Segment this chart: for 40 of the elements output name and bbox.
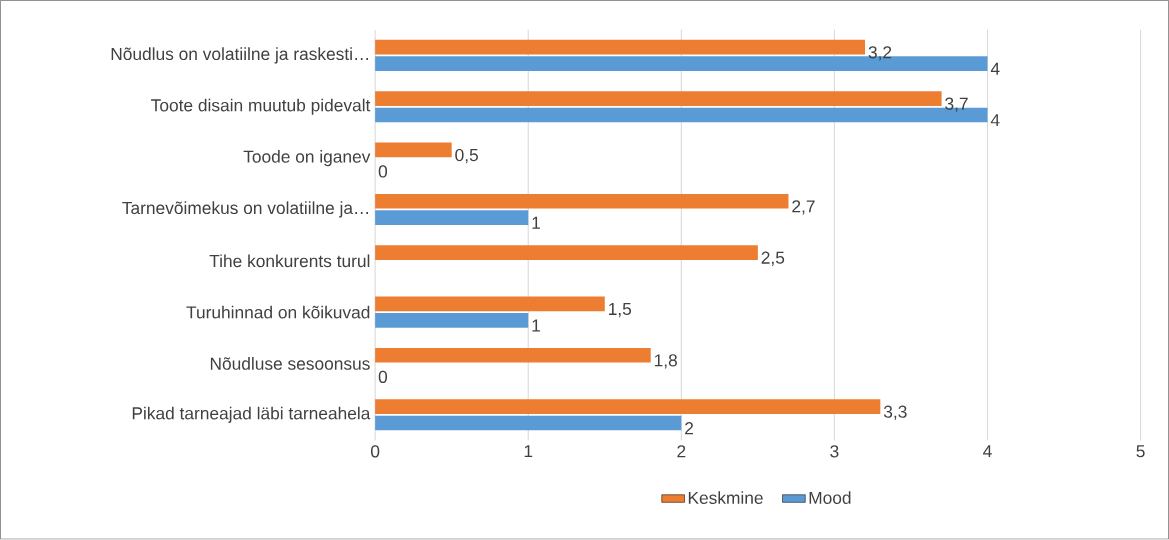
bar bbox=[375, 194, 789, 209]
y-tick-label: Pikad tarneajad läbi tarneahela bbox=[132, 406, 371, 424]
bar bbox=[375, 40, 866, 55]
data-label: 3,3 bbox=[883, 405, 907, 421]
bar bbox=[375, 91, 942, 107]
bar bbox=[375, 210, 529, 226]
y-tick-label: Tihe konkurents turul bbox=[209, 254, 370, 268]
y-tick-label: Nõudluse sesoonsus bbox=[210, 357, 370, 371]
x-tick-label: 5 bbox=[1136, 445, 1145, 458]
data-label: 1,8 bbox=[654, 354, 677, 369]
bar bbox=[375, 415, 682, 431]
data-label: 4 bbox=[990, 114, 1000, 127]
legend-label: Keskmine bbox=[688, 491, 763, 505]
data-label: 1,5 bbox=[609, 303, 632, 318]
data-label: 1 bbox=[532, 319, 540, 332]
bar bbox=[375, 296, 605, 312]
y-tick-label: Toote disain muutub pidevalt bbox=[151, 98, 371, 116]
data-label: 0 bbox=[378, 370, 388, 384]
x-tick-label: 3 bbox=[830, 445, 839, 458]
y-tick-label: Toode on iganev bbox=[243, 150, 371, 167]
data-label: 0 bbox=[378, 165, 388, 178]
data-label: 4 bbox=[990, 63, 1000, 75]
data-label: 2,5 bbox=[761, 251, 785, 267]
y-tick-label: Tarnevõimekus on volatiilne ja… bbox=[122, 201, 368, 218]
bar bbox=[375, 399, 881, 415]
y-tick-label: Nõudlus on volatiilne ja raskesti… bbox=[111, 47, 368, 64]
legend-label: Mood bbox=[809, 491, 851, 505]
x-tick-label: 2 bbox=[677, 445, 686, 458]
x-tick-label: 4 bbox=[983, 445, 992, 458]
bar bbox=[375, 348, 651, 363]
x-tick-label: 0 bbox=[370, 445, 380, 458]
bar bbox=[375, 313, 529, 328]
data-label: 2 bbox=[685, 422, 694, 435]
y-tick-label: Turuhinnad on kõikuvad bbox=[186, 305, 370, 319]
bar bbox=[375, 245, 758, 261]
data-label: 1 bbox=[532, 217, 540, 229]
bar bbox=[375, 142, 452, 158]
data-label: 0,5 bbox=[455, 149, 478, 164]
data-label: 2,7 bbox=[792, 200, 815, 215]
x-tick-label: 1 bbox=[524, 445, 533, 458]
